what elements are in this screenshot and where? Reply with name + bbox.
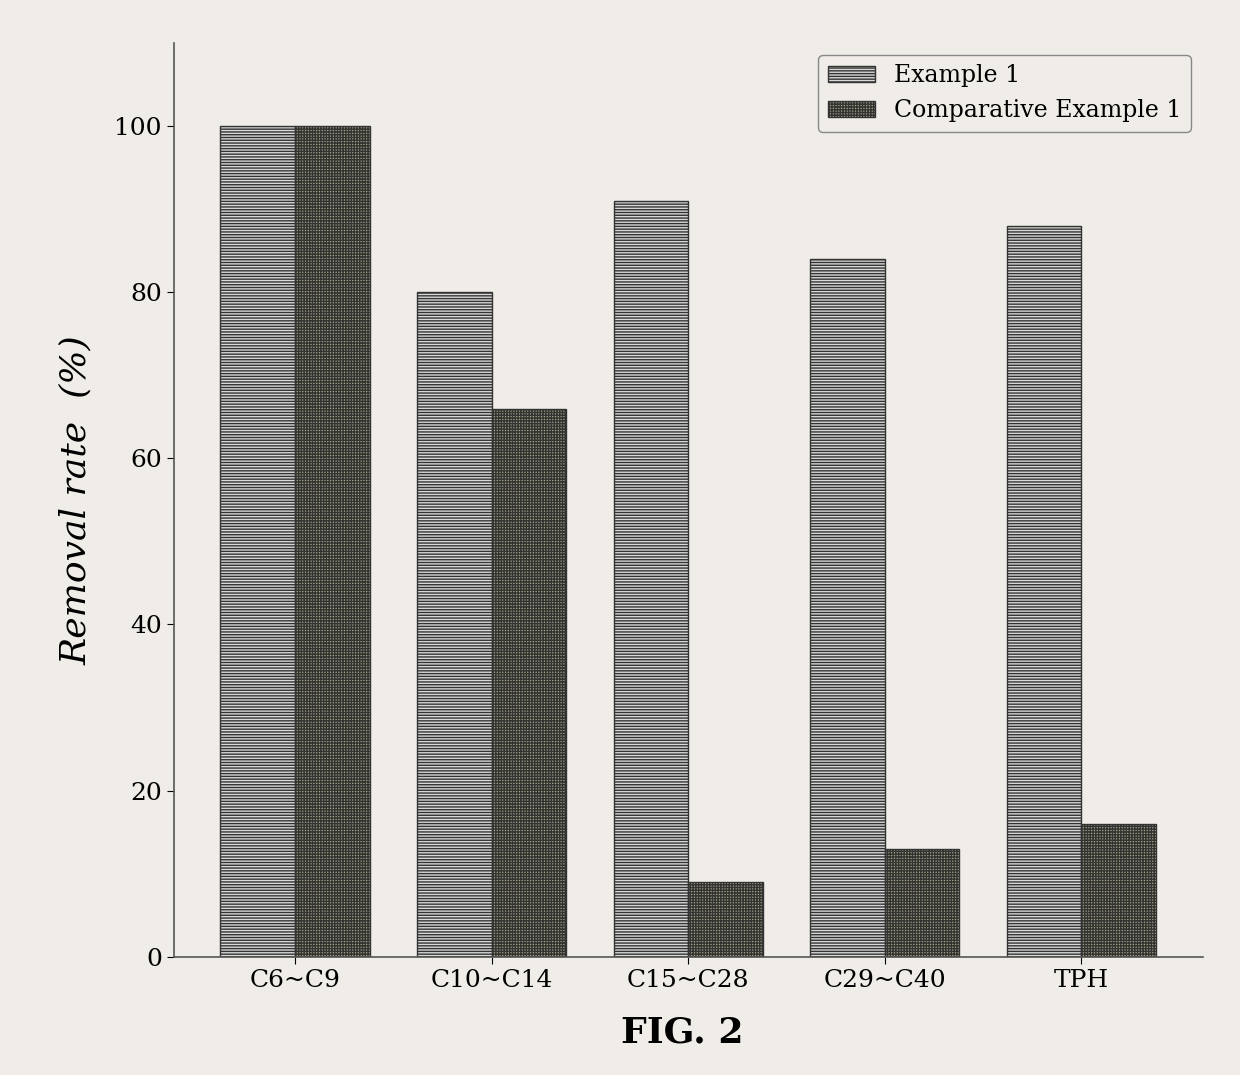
Bar: [221, 126, 295, 957]
Bar: [614, 201, 688, 957]
Bar: [295, 126, 370, 957]
Bar: [1081, 823, 1156, 957]
Legend: Example 1, Comparative Example 1: Example 1, Comparative Example 1: [818, 55, 1190, 131]
Text: FIG. 2: FIG. 2: [621, 1016, 743, 1050]
Bar: [688, 882, 763, 957]
Bar: [885, 849, 960, 957]
Y-axis label: Removal rate  (%): Removal rate (%): [60, 335, 93, 664]
Bar: [491, 408, 567, 957]
Bar: [810, 259, 885, 957]
Bar: [417, 292, 491, 957]
Bar: [1007, 226, 1081, 957]
